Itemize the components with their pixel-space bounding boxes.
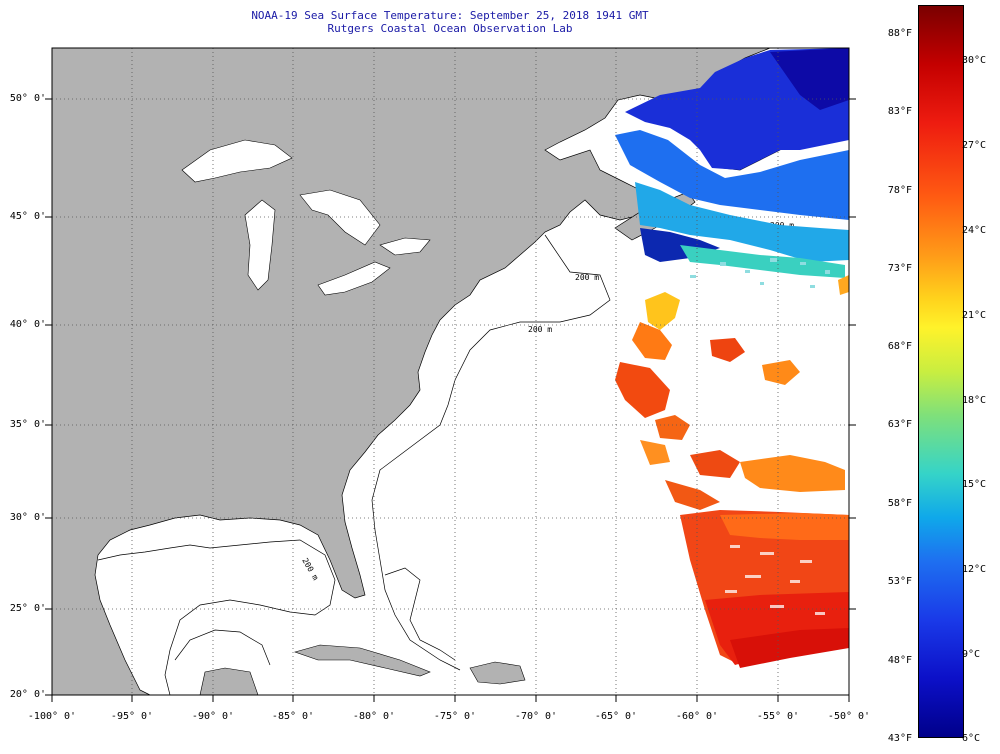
lat-label: 35° 0'	[9, 419, 46, 430]
sst-cold-region	[615, 48, 849, 278]
lon-label: -55° 0'	[756, 711, 800, 722]
lon-label: -60° 0'	[675, 711, 719, 722]
hispaniola-land	[469, 661, 526, 685]
celsius-label: 21°C	[962, 310, 987, 321]
celsius-label: 12°C	[962, 564, 987, 575]
fahrenheit-label: 83°F	[887, 106, 912, 117]
fahrenheit-label: 63°F	[887, 419, 912, 430]
isobath-label: 200 m	[575, 273, 599, 282]
lat-label: 30° 0'	[9, 512, 46, 523]
fahrenheit-label: 73°F	[887, 263, 912, 274]
celsius-label: 15°C	[962, 479, 987, 490]
map-subtitle: Rutgers Coastal Ocean Observation Lab	[327, 22, 573, 35]
lat-label: 20° 0'	[9, 689, 46, 700]
yucatan-land	[199, 667, 259, 696]
lon-label: -85° 0'	[271, 711, 315, 722]
lon-label: -50° 0'	[827, 711, 871, 722]
lat-label: 50° 0'	[9, 93, 46, 104]
map-title: NOAA-19 Sea Surface Temperature: Septemb…	[251, 9, 649, 22]
lon-label: -95° 0'	[110, 711, 154, 722]
celsius-label: 24°C	[962, 225, 987, 236]
lat-label: 25° 0'	[9, 603, 46, 614]
sst-cloud-gaps	[725, 545, 825, 615]
north-america-land	[51, 47, 771, 696]
fahrenheit-label: 78°F	[887, 185, 912, 196]
map-frame	[51, 47, 850, 696]
axis-ticks	[45, 98, 856, 702]
isobath-label: 200 m	[528, 325, 552, 334]
lat-label: 45° 0'	[9, 211, 46, 222]
fahrenheit-label: 43°F	[887, 733, 912, 744]
celsius-label: 27°C	[962, 140, 987, 151]
celsius-label: 18°C	[962, 395, 987, 406]
celsius-label: 9°C	[962, 649, 981, 660]
fahrenheit-label: 58°F	[887, 498, 912, 509]
sst-gulfstream-patches	[615, 275, 849, 510]
cuba-land	[293, 644, 431, 677]
sst-warm-region	[680, 510, 849, 668]
sst-cloud-speckle	[690, 258, 830, 288]
fahrenheit-label: 48°F	[887, 655, 912, 666]
fahrenheit-label: 53°F	[887, 576, 912, 587]
lon-label: -90° 0'	[191, 711, 235, 722]
lon-label: -75° 0'	[433, 711, 477, 722]
lon-label: -70° 0'	[514, 711, 558, 722]
lat-label: 40° 0'	[9, 319, 46, 330]
celsius-label: 30°C	[962, 55, 987, 66]
celsius-label: 6°C	[962, 733, 981, 744]
fahrenheit-label: 68°F	[887, 341, 912, 352]
fahrenheit-label: 88°F	[887, 28, 912, 39]
temperature-colorbar	[918, 5, 964, 738]
grid-lines	[52, 48, 849, 695]
lon-label: -80° 0'	[352, 711, 396, 722]
lon-label: -100° 0'	[27, 711, 77, 722]
lon-label: -65° 0'	[594, 711, 638, 722]
great-lakes	[181, 139, 431, 296]
